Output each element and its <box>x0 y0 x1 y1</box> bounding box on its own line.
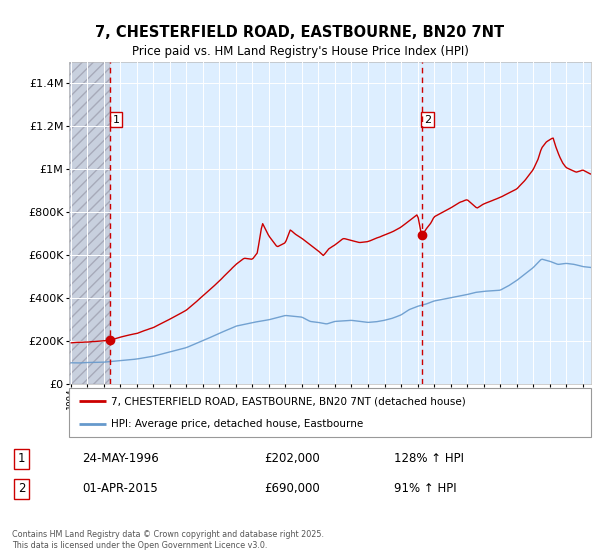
Text: HPI: Average price, detached house, Eastbourne: HPI: Average price, detached house, East… <box>111 419 363 430</box>
Text: £690,000: £690,000 <box>265 482 320 495</box>
Text: 1: 1 <box>112 115 119 124</box>
Text: 7, CHESTERFIELD ROAD, EASTBOURNE, BN20 7NT (detached house): 7, CHESTERFIELD ROAD, EASTBOURNE, BN20 7… <box>111 396 466 407</box>
Text: £202,000: £202,000 <box>265 452 320 465</box>
Bar <box>69 62 110 384</box>
Text: 7, CHESTERFIELD ROAD, EASTBOURNE, BN20 7NT: 7, CHESTERFIELD ROAD, EASTBOURNE, BN20 7… <box>95 25 505 40</box>
FancyBboxPatch shape <box>69 388 591 437</box>
Text: 2: 2 <box>424 115 431 124</box>
Text: 01-APR-2015: 01-APR-2015 <box>82 482 158 495</box>
Text: 1: 1 <box>18 452 25 465</box>
Text: 2: 2 <box>18 482 25 495</box>
Text: 128% ↑ HPI: 128% ↑ HPI <box>394 452 464 465</box>
Text: Price paid vs. HM Land Registry's House Price Index (HPI): Price paid vs. HM Land Registry's House … <box>131 45 469 58</box>
Text: Contains HM Land Registry data © Crown copyright and database right 2025.
This d: Contains HM Land Registry data © Crown c… <box>12 530 324 550</box>
Text: 91% ↑ HPI: 91% ↑ HPI <box>394 482 457 495</box>
Text: 24-MAY-1996: 24-MAY-1996 <box>82 452 159 465</box>
